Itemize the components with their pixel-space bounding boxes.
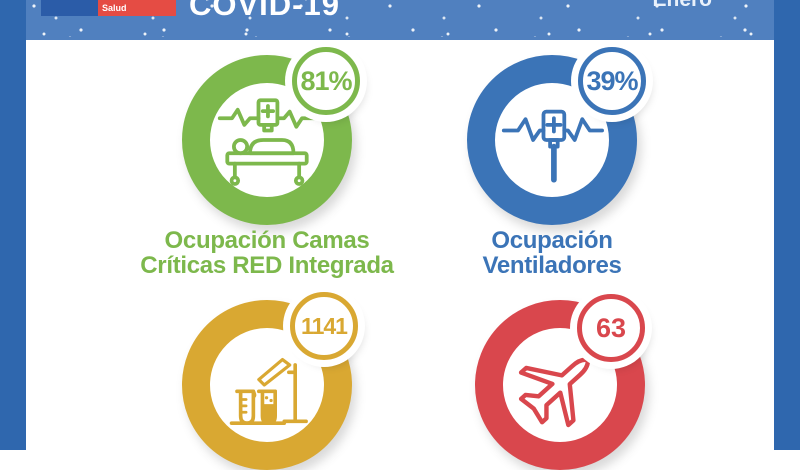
lab-test-icon	[229, 357, 308, 425]
page-title: COVID-19	[189, 0, 340, 22]
stat-label: Ocupación Camas Críticas RED Integrada	[140, 227, 394, 279]
stat-critical-beds: 81% Ocupación Camas Críticas RED Integra…	[140, 47, 394, 278]
header-banner: Salud COVID-19 Enero	[26, 0, 774, 40]
airplane-icon	[518, 357, 590, 428]
stat-value-badge: 81%	[292, 47, 360, 115]
stat-value-badge: 39%	[578, 47, 646, 115]
stat-value-badge: 1141	[290, 292, 358, 360]
stat-label: Ocupación Ventiladores	[482, 227, 622, 279]
logo-blue-block	[41, 0, 98, 16]
right-border-bar	[774, 0, 800, 450]
logo-label: Salud	[102, 3, 127, 13]
logo-red-block: Salud	[98, 0, 176, 16]
stat-lab-tests: 1141	[182, 292, 358, 470]
hospital-bed-icon	[217, 98, 317, 186]
left-border-bar	[0, 0, 26, 450]
period-label: Enero	[652, 0, 712, 12]
stat-air-transfers: 63	[475, 294, 645, 470]
stat-value-badge: 63	[577, 294, 645, 362]
ventilator-icon	[501, 109, 604, 183]
stat-ventilators: 39% Ocupación Ventiladores	[467, 47, 646, 278]
ministry-of-health-logo: Salud	[41, 0, 176, 16]
